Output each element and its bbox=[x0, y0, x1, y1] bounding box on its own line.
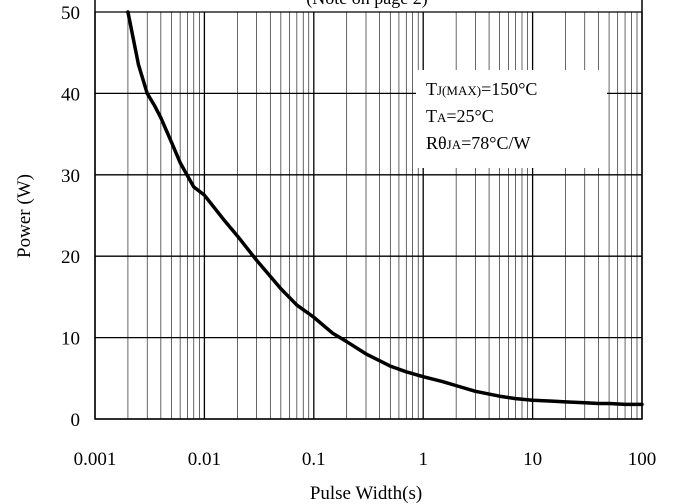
chart-note: (Note on page 2) bbox=[306, 0, 427, 9]
y-tick-label: 30 bbox=[61, 166, 80, 187]
y-tick-label: 0 bbox=[71, 410, 81, 431]
y-tick-label: 20 bbox=[61, 247, 80, 268]
annotation-tj-value: =150°C bbox=[481, 79, 537, 99]
x-tick-label: 0.1 bbox=[302, 449, 326, 470]
plot-border bbox=[94, 0, 643, 420]
x-tick-label: 0.01 bbox=[188, 449, 221, 470]
y-tick-label: 50 bbox=[61, 3, 80, 24]
annotation-tj-max: TJ(MAX)=150°C bbox=[426, 79, 537, 99]
annotation-ta-sub: A bbox=[437, 110, 447, 125]
annotation-ta-main: T bbox=[426, 106, 437, 126]
annotation-box: TJ(MAX)=150°C TA=25°C RθJA=78°C/W bbox=[416, 70, 607, 168]
plot-frame bbox=[94, 0, 643, 420]
annotation-ta: TA=25°C bbox=[426, 106, 494, 126]
series-line-0 bbox=[126, 10, 644, 407]
annotation-rthja-main: Rθ bbox=[426, 133, 447, 153]
annotation-ta-value: =25°C bbox=[446, 106, 493, 126]
y-tick-label: 10 bbox=[61, 329, 80, 350]
x-tick-label: 0.001 bbox=[74, 449, 117, 470]
x-tick-label: 10 bbox=[523, 449, 542, 470]
annotation-rthja-sub: JA bbox=[447, 137, 462, 152]
annotation-tj-main: T bbox=[426, 79, 437, 99]
tick-labels: 0.001 0.01 0.1 1 10 100 0 10 20 30 40 50 bbox=[61, 3, 656, 470]
series-layer bbox=[126, 10, 644, 407]
annotation-tj-sub: J(MAX) bbox=[437, 83, 481, 98]
annotation-background bbox=[416, 70, 607, 168]
y-axis-label: Power (W) bbox=[14, 174, 35, 258]
x-tick-label: 1 bbox=[418, 449, 428, 470]
x-axis-label: Pulse Width(s) bbox=[310, 483, 422, 504]
annotation-rthja-value: =78°C/W bbox=[461, 133, 530, 153]
x-tick-label: 100 bbox=[628, 449, 657, 470]
annotation-rthja: RθJA=78°C/W bbox=[426, 133, 530, 153]
y-tick-label: 40 bbox=[61, 84, 80, 105]
